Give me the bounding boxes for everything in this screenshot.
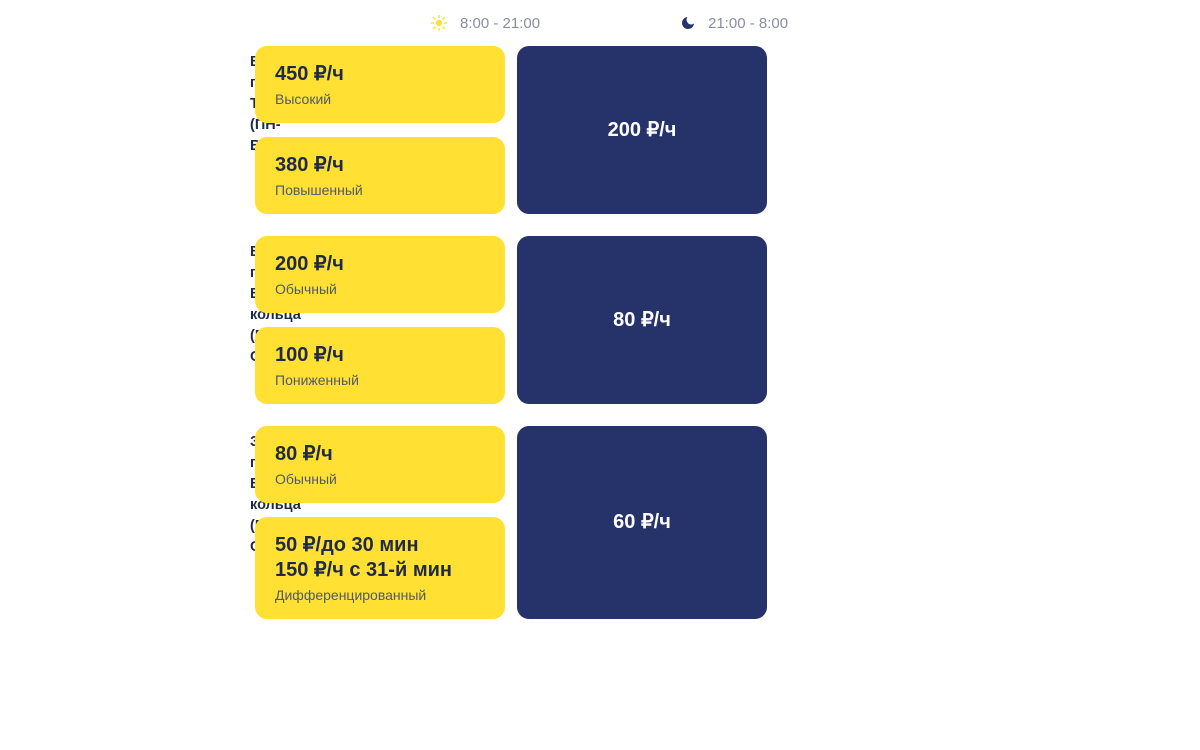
price-value: 80 ₽/ч [613, 308, 671, 333]
night-price-card: 80 ₽/ч [517, 236, 767, 404]
price-tier-label: Обычный [275, 281, 485, 297]
day-column: 200 ₽/ч Обычный 100 ₽/ч Пониженный [255, 236, 505, 404]
pricing-table: 8:00 - 21:00 21:00 - 8:00 В пределах ТТК… [0, 0, 1200, 619]
zone-row: В пределах Бульварного кольца (ПН-СБ) 20… [0, 236, 1200, 404]
night-price-card: 200 ₽/ч [517, 46, 767, 214]
moon-icon [680, 15, 696, 31]
price-value: 380 ₽/ч [275, 153, 485, 178]
day-column: 80 ₽/ч Обычный 50 ₽/до 30 мин 150 ₽/ч с … [255, 426, 505, 619]
price-tier-label: Высокий [275, 91, 485, 107]
price-tier-label: Обычный [275, 471, 485, 487]
price-value: 50 ₽/до 30 мин [275, 533, 485, 558]
price-value: 80 ₽/ч [275, 442, 485, 467]
price-value: 450 ₽/ч [275, 62, 485, 87]
price-value-line2: 150 ₽/ч с 31-й мин [275, 558, 485, 583]
price-value: 200 ₽/ч [275, 252, 485, 277]
day-time-header: 8:00 - 21:00 [430, 14, 680, 32]
day-column: 450 ₽/ч Высокий 380 ₽/ч Повышенный [255, 46, 505, 214]
zone-label: За пределами Бульварного кольца (ПН-СБ) [0, 426, 255, 619]
day-price-card: 50 ₽/до 30 мин 150 ₽/ч с 31-й мин Диффер… [255, 517, 505, 619]
night-time-label: 21:00 - 8:00 [708, 15, 788, 32]
zone-label: В пределах ТТК (ПН-ВС) [0, 46, 255, 214]
price-tier-label: Дифференцированный [275, 587, 485, 603]
day-time-label: 8:00 - 21:00 [460, 15, 540, 32]
night-price-card: 60 ₽/ч [517, 426, 767, 619]
zone-row: За пределами Бульварного кольца (ПН-СБ) … [0, 426, 1200, 619]
sun-icon [430, 14, 448, 32]
day-price-card: 450 ₽/ч Высокий [255, 46, 505, 123]
day-price-card: 200 ₽/ч Обычный [255, 236, 505, 313]
price-tier-label: Повышенный [275, 182, 485, 198]
price-value: 60 ₽/ч [613, 510, 671, 535]
price-value: 100 ₽/ч [275, 343, 485, 368]
day-price-card: 100 ₽/ч Пониженный [255, 327, 505, 404]
time-header-row: 8:00 - 21:00 21:00 - 8:00 [0, 14, 1200, 32]
night-time-header: 21:00 - 8:00 [680, 15, 930, 32]
day-price-card: 80 ₽/ч Обычный [255, 426, 505, 503]
night-column: 80 ₽/ч [517, 236, 767, 404]
day-price-card: 380 ₽/ч Повышенный [255, 137, 505, 214]
zone-label: В пределах Бульварного кольца (ПН-СБ) [0, 236, 255, 404]
price-value: 200 ₽/ч [608, 118, 677, 143]
night-column: 60 ₽/ч [517, 426, 767, 619]
zone-row: В пределах ТТК (ПН-ВС) 450 ₽/ч Высокий 3… [0, 46, 1200, 214]
price-tier-label: Пониженный [275, 372, 485, 388]
night-column: 200 ₽/ч [517, 46, 767, 214]
